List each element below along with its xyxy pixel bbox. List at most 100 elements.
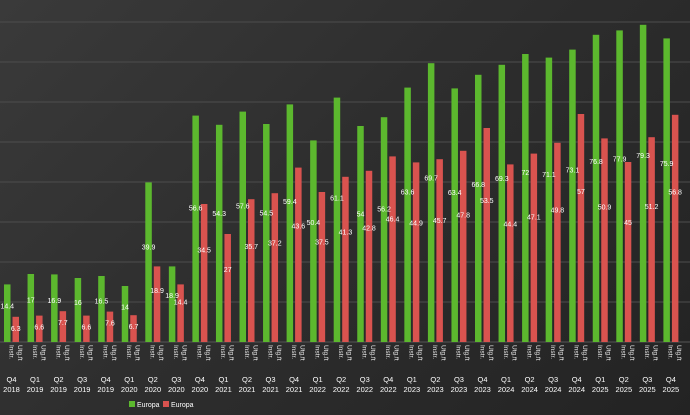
bar-europa-red [106,311,114,342]
quarter-label: Q3 [642,375,652,384]
quarter-label: Q4 [195,375,205,384]
quarter-label: Q4 [6,375,16,384]
data-label: 75.9 [660,161,674,168]
bar-europa-green [427,63,435,342]
year-label: 2025 [615,385,632,394]
data-label: 79.3 [636,153,650,160]
data-label: 46.4 [386,216,400,223]
legend-swatch-red [163,401,169,407]
bar-category-label: Instr. [290,345,297,359]
year-label: 2025 [639,385,656,394]
data-label: 76.8 [589,159,603,166]
bar-category-label: Instr. [313,345,320,359]
data-label: 49.8 [551,208,565,215]
bar-category-label: Instr. [667,345,674,359]
bar-category-label: Instr. [525,345,532,359]
legend-label: Europa [137,402,160,409]
bar-europa-green [145,182,152,342]
year-label: 2024 [568,385,585,394]
data-label: 35.7 [244,244,258,251]
year-label: 2024 [521,385,538,394]
quarter-label: Q3 [266,375,276,384]
data-label: 54.3 [212,211,226,218]
bar-category-label: Instr. [502,345,509,359]
data-label: 17 [27,298,35,305]
quarter-label: Q1 [124,375,134,384]
bar-category-label: Instr. [572,345,579,359]
bar-category-label: Utg.ft [63,345,70,361]
bar-europa-green [215,124,223,342]
bar-europa-red [459,150,467,342]
quarter-label: Q4 [572,375,582,384]
bar-category-label: Utg.ft [110,345,117,361]
data-label: 54.5 [259,211,273,218]
bar-europa-red [624,162,632,342]
quarter-label: Q4 [383,375,393,384]
bar-europa-green [357,126,364,342]
legend-label: Europa [171,402,194,409]
year-label: 2022 [333,385,350,394]
data-label: 18.9 [165,293,179,300]
bar-europa-green [27,274,35,342]
bar-europa-green [451,88,458,343]
bar-europa-red [177,284,184,342]
year-label: 2021 [286,385,303,394]
data-label: 37.5 [315,240,329,247]
year-label: 2020 [192,385,209,394]
bar-category-label: Instr. [172,345,179,359]
quarter-label: Q2 [430,375,440,384]
bar-category-label: Utg.ft [204,345,211,361]
bar-europa-green [498,64,506,343]
year-label: 2023 [451,385,468,394]
data-label: 37.2 [268,240,282,247]
bar-category-label: Utg.ft [39,345,46,361]
data-label: 44.9 [409,220,423,227]
data-label: 16 [74,300,82,307]
data-label: 6.3 [11,326,21,333]
data-label: 66.8 [471,182,485,189]
bar-europa-green [545,57,553,342]
data-label: 63.4 [448,190,462,197]
bar-category-label: Instr. [620,345,627,359]
bar-europa-green [380,117,388,342]
bar-category-label: Utg.ft [534,345,541,361]
year-label: 2024 [498,385,515,394]
data-label: 27 [224,267,232,274]
bar-category-label: Utg.ft [181,345,188,361]
data-label: 16.9 [48,298,62,305]
bar-europa-red [318,192,326,342]
bar-europa-red [483,128,490,342]
bar-category-label: Instr. [384,345,391,359]
data-label: 69.3 [495,176,509,183]
bar-category-label: Instr. [54,345,61,359]
legend: Europa Europa [129,401,194,409]
bar-category-label: Utg.ft [157,345,164,361]
quarter-label: Q4 [477,375,487,384]
year-label: 2019 [97,385,114,394]
data-label: 18.9 [150,288,164,295]
bar-category-label: Utg.ft [510,345,517,361]
data-label: 54 [357,212,365,219]
bar-category-label: Utg.ft [16,345,23,361]
bar-category-label: Instr. [243,345,250,359]
bar-europa-red [271,193,279,342]
bar-europa-green [404,87,411,342]
bar-europa-red [200,204,208,342]
year-label: 2025 [663,385,680,394]
data-label: 56.8 [668,189,682,196]
year-label: 2023 [404,385,421,394]
bar-category-label: Instr. [337,345,344,359]
quarter-label: Q1 [595,375,605,384]
bar-europa-red [530,153,538,342]
bar-category-label: Instr. [408,345,415,359]
data-label: 51.2 [645,204,659,211]
year-label: 2025 [592,385,609,394]
bar-europa-red [342,176,349,342]
year-label: 2023 [427,385,444,394]
year-label: 2019 [27,385,44,394]
quarter-label: Q3 [360,375,370,384]
year-label: 2020 [121,385,138,394]
year-label: 2024 [545,385,562,394]
bar-europa-red [389,156,396,342]
